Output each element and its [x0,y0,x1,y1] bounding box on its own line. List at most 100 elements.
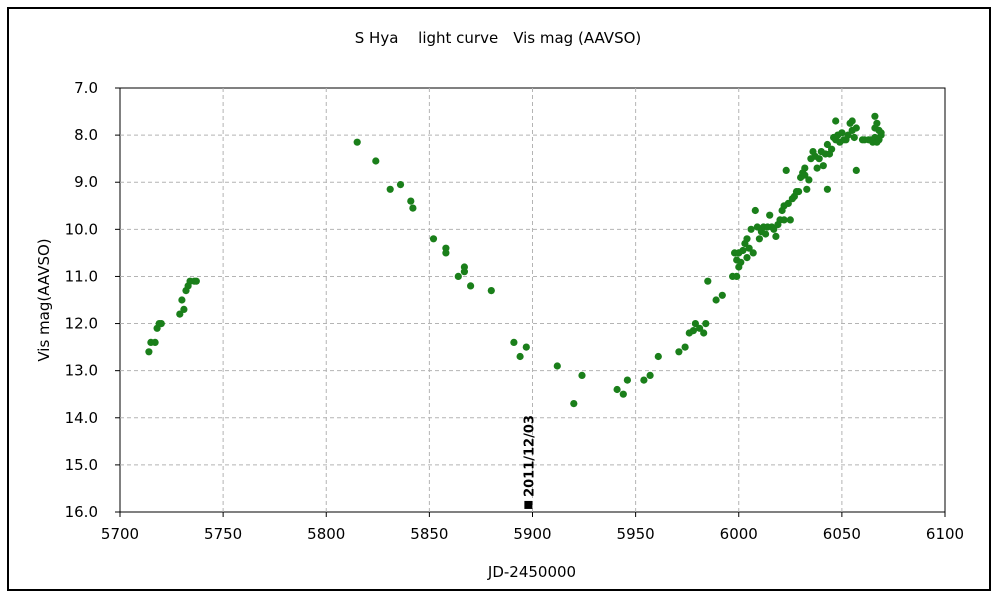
data-point [578,371,586,379]
data-point [766,211,774,219]
data-point [844,131,852,139]
data-point [819,162,827,170]
data-point [442,249,450,257]
y-tick-label: 16.0 [65,503,98,521]
data-point [409,204,417,212]
x-tick-label: 5950 [617,525,655,543]
data-point [770,225,778,233]
data-point [180,305,188,313]
data-point [702,320,710,328]
data-point [689,327,698,335]
data-point [780,216,788,224]
data-point [852,124,860,132]
data-point [675,348,683,356]
data-point [178,296,186,304]
data-point [823,140,832,149]
x-tick-label: 5750 [204,525,242,543]
data-point [192,277,200,285]
data-point [619,390,627,398]
y-tick-label: 7.0 [74,79,98,97]
data-point [786,216,794,224]
data-point [873,119,881,127]
data-point [815,155,823,163]
data-point [700,329,708,337]
data-point [877,129,885,137]
x-tick-label: 5800 [307,525,345,543]
data-point [801,171,809,179]
data-point [640,376,648,384]
data-point [813,164,821,172]
data-point [553,362,561,370]
data-point [848,117,856,125]
data-point [743,254,751,262]
date-annotation: 2011/12/03 [522,415,537,509]
data-point [372,157,380,165]
y-axis-label: Vis mag(AAVSO) [35,238,53,361]
y-tick-label: 9.0 [74,173,98,191]
y-tick-label: 10.0 [65,220,98,238]
data-point [743,235,751,243]
data-point [516,352,524,361]
data-points [145,112,885,408]
data-point [871,112,879,120]
data-point [353,138,361,146]
x-tick-label: 5700 [101,525,139,543]
data-point [429,235,438,243]
chart-title: S Hya light curve Vis mag (AAVSO) [355,29,642,47]
data-point [570,400,578,408]
data-point [157,320,165,328]
data-point [510,338,518,346]
data-point [696,324,704,332]
data-point [753,223,761,231]
data-point [151,338,159,346]
data-point [396,181,405,189]
data-point [704,277,712,285]
data-point [718,291,726,299]
data-point [460,263,468,271]
y-axis-ticks: 7.0 8.0 9.0 10.0 11.0 12.0 13.0 14.0 15.0 16.0 [65,79,120,521]
annotation-label: 2011/12/03 [522,415,537,497]
x-tick-label: 6100 [926,525,964,543]
data-point [487,287,495,295]
y-tick-label: 15.0 [65,456,98,474]
data-point [145,348,153,356]
data-point [823,185,832,193]
data-point [712,296,720,304]
data-point [733,272,741,280]
data-point [739,246,747,255]
y-tick-label: 11.0 [65,267,98,285]
data-point [681,343,689,351]
data-point [772,232,780,240]
x-axis-ticks: 5700 5750 5800 5850 5900 5950 6000 6050 6100 [101,512,964,543]
x-tick-label: 6050 [823,525,861,543]
y-tick-label: 12.0 [65,315,98,333]
data-point [623,376,632,384]
data-point [176,310,184,318]
data-point [850,133,858,142]
annotation-marker [524,500,533,509]
data-point [691,320,700,328]
data-point [755,235,764,243]
data-point [762,230,770,238]
x-tick-label: 5850 [410,525,448,543]
data-point [803,185,811,193]
data-point [852,166,860,174]
data-point [832,117,840,125]
data-point [737,258,745,266]
x-axis-label: JD-2450000 [487,563,576,581]
x-tick-label: 5900 [513,525,551,543]
y-tick-label: 14.0 [65,409,98,427]
data-point [467,282,475,290]
data-point [522,343,530,351]
data-point [751,206,759,215]
data-point [801,164,809,172]
data-point [747,225,755,233]
data-point [805,176,813,184]
data-point [838,129,846,137]
data-point [407,197,415,205]
x-tick-label: 6000 [720,525,758,543]
data-point [646,371,654,379]
data-point [654,352,662,361]
y-tick-label: 13.0 [65,362,98,380]
